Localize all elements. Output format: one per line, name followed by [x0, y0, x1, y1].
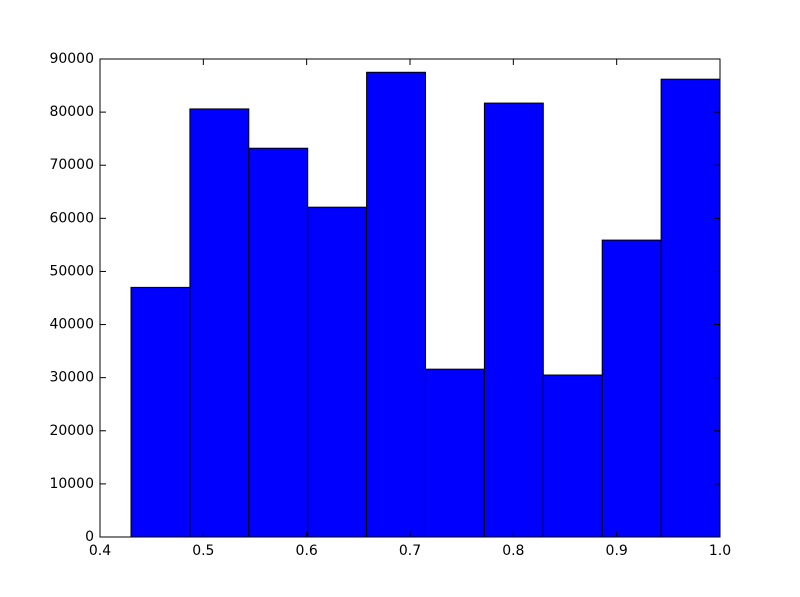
x-tick-label: 0.4 [89, 543, 111, 559]
bar [601, 239, 662, 538]
y-tick-label: 40000 [49, 317, 94, 333]
x-tick-label: 0.5 [192, 543, 214, 559]
x-tick-label: 0.6 [296, 543, 318, 559]
x-tick-label: 0.7 [399, 543, 421, 559]
y-tick-label: 0 [85, 529, 94, 545]
bar [189, 108, 250, 538]
x-tick-label: 1.0 [709, 543, 731, 559]
y-tick-label: 50000 [49, 263, 94, 279]
bar [542, 374, 603, 538]
bar [307, 206, 368, 538]
y-tick-label: 20000 [49, 423, 94, 439]
y-tick-label: 90000 [49, 51, 94, 67]
y-tick-label: 60000 [49, 210, 94, 226]
bar [130, 286, 191, 538]
bar [425, 368, 485, 538]
x-tick-label: 0.8 [502, 543, 524, 559]
y-tick-label: 70000 [49, 157, 94, 173]
y-tick-label: 10000 [49, 476, 94, 492]
bar [660, 78, 721, 538]
y-tick-label: 30000 [49, 370, 94, 386]
x-tick-label: 0.9 [606, 543, 628, 559]
bar [366, 71, 427, 538]
bar [248, 147, 309, 538]
y-tick-label: 80000 [49, 104, 94, 120]
bar [483, 102, 544, 538]
